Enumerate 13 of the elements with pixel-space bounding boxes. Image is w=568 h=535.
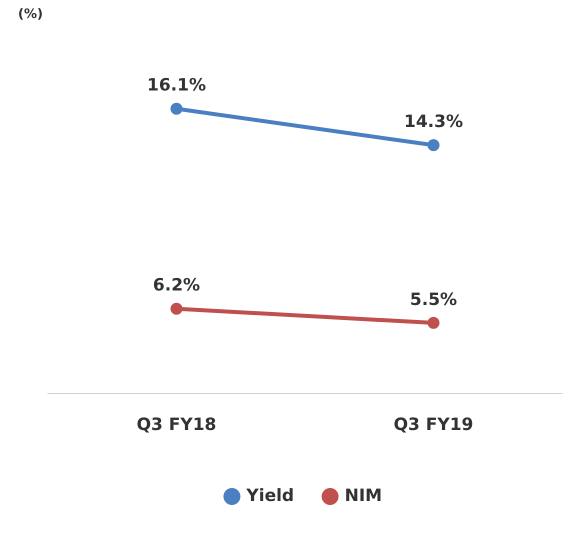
point (170, 302, 182, 315)
x-tick-label: Q3 FY18 (136, 415, 216, 436)
legend-label: NIM (344, 486, 382, 506)
legend-label: Yield (245, 486, 294, 506)
data-label: 14.3% (404, 112, 463, 132)
point (428, 139, 440, 152)
point (170, 102, 182, 115)
data-label: 6.2% (152, 276, 200, 296)
x-tick-label: Q3 FY19 (394, 415, 474, 436)
text: (%) (18, 6, 43, 22)
point (428, 316, 440, 329)
data-label: 5.5% (410, 290, 458, 310)
data-label: 16.1% (147, 76, 206, 96)
